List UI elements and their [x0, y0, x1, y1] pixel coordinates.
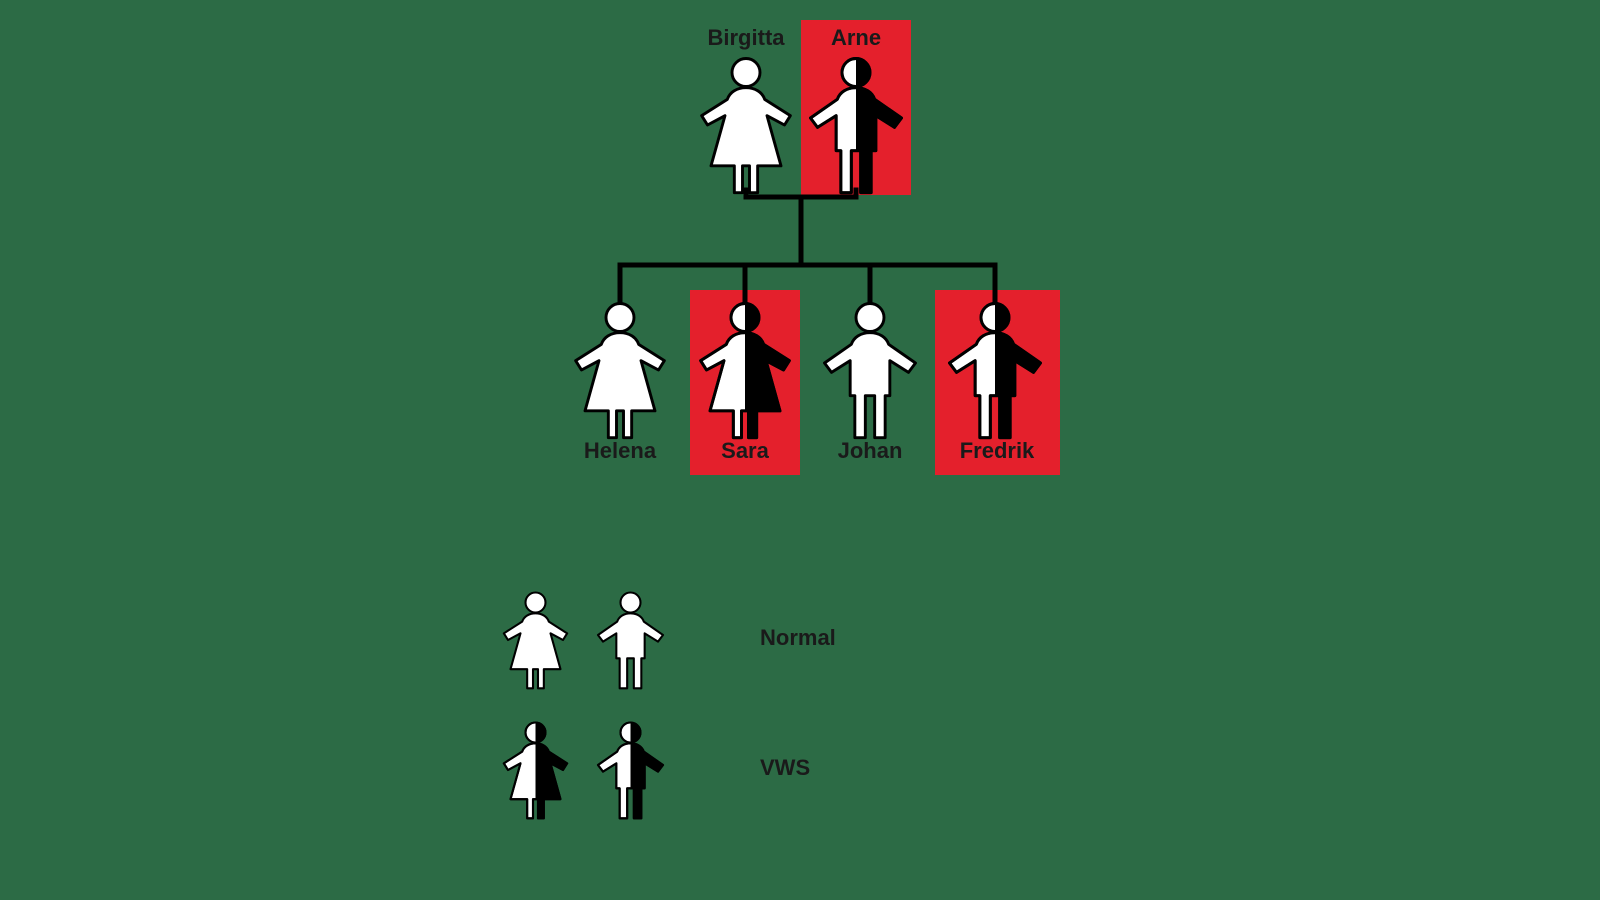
person-helena: [560, 300, 680, 440]
legend-vws-female-icon: [493, 720, 578, 820]
label-sara: Sara: [721, 438, 769, 464]
legend-normal-female-icon: [493, 590, 578, 690]
label-helena: Helena: [584, 438, 656, 464]
person-fredrik: [935, 300, 1055, 440]
legend-vws-male-icon: [588, 720, 673, 820]
legend-normal-label: Normal: [760, 625, 836, 651]
legend-normal-male-icon: [588, 590, 673, 690]
legend-vws-label: VWS: [760, 755, 810, 781]
person-johan: [810, 300, 930, 440]
pedigree-diagram: Birgitta Arne Helena Sara Johan Fredrik …: [0, 0, 1600, 900]
person-sara: [685, 300, 805, 440]
label-fredrik: Fredrik: [960, 438, 1035, 464]
label-johan: Johan: [838, 438, 903, 464]
